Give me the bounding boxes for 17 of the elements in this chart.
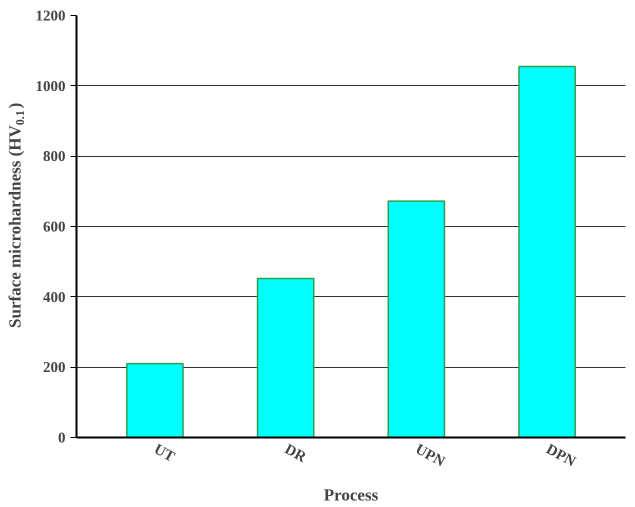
bar <box>126 362 184 438</box>
y-tick-label: 1000 <box>36 78 66 95</box>
x-tick-label: DPN <box>543 441 578 470</box>
x-axis-title: Process <box>324 485 379 504</box>
y-tick-label: 400 <box>43 290 66 306</box>
y-axis-title: Surface microhardness (HV0.1) <box>5 102 27 328</box>
x-tick-label: UT <box>151 441 178 466</box>
y-tick-label: 200 <box>43 360 66 376</box>
y-tick-label: 0 <box>58 430 66 446</box>
y-tick-label: 800 <box>43 149 66 166</box>
x-tick-label: DR <box>282 441 309 466</box>
bar <box>256 278 314 438</box>
y-tick-label: 600 <box>43 220 66 236</box>
x-tick-label: UPN <box>412 441 448 470</box>
bar <box>518 66 576 438</box>
bar <box>388 200 446 438</box>
y-tick-label: 1200 <box>36 8 66 24</box>
